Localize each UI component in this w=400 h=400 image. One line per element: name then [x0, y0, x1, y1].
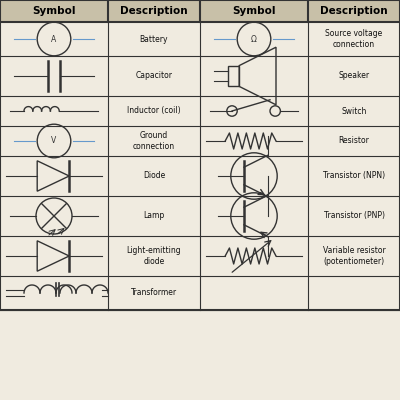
- Text: A: A: [51, 34, 57, 44]
- Text: Source voltage
connection: Source voltage connection: [325, 29, 383, 49]
- Text: Switch: Switch: [341, 106, 367, 116]
- Text: Description: Description: [320, 6, 388, 16]
- Text: Transistor (NPN): Transistor (NPN): [323, 172, 385, 180]
- Text: Variable resistor
(potentiometer): Variable resistor (potentiometer): [323, 246, 385, 266]
- Text: Diode: Diode: [143, 172, 165, 180]
- Bar: [228, 66, 239, 86]
- Text: Lamp: Lamp: [143, 212, 165, 220]
- Text: Capacitor: Capacitor: [136, 72, 172, 80]
- Text: Resistor: Resistor: [338, 136, 370, 146]
- Text: Ω: Ω: [251, 34, 257, 44]
- Text: Speaker: Speaker: [338, 72, 370, 80]
- Text: Transformer: Transformer: [131, 288, 177, 298]
- Text: Light-emitting
diode: Light-emitting diode: [127, 246, 181, 266]
- Text: V: V: [51, 136, 57, 146]
- FancyBboxPatch shape: [0, 0, 400, 22]
- Text: Inductor (coil): Inductor (coil): [127, 106, 181, 116]
- Text: Battery: Battery: [140, 34, 168, 44]
- Text: Ground
connection: Ground connection: [133, 131, 175, 151]
- Text: Description: Description: [120, 6, 188, 16]
- Text: Symbol: Symbol: [232, 6, 276, 16]
- Text: Transistor (PNP): Transistor (PNP): [324, 212, 384, 220]
- Text: Symbol: Symbol: [32, 6, 76, 16]
